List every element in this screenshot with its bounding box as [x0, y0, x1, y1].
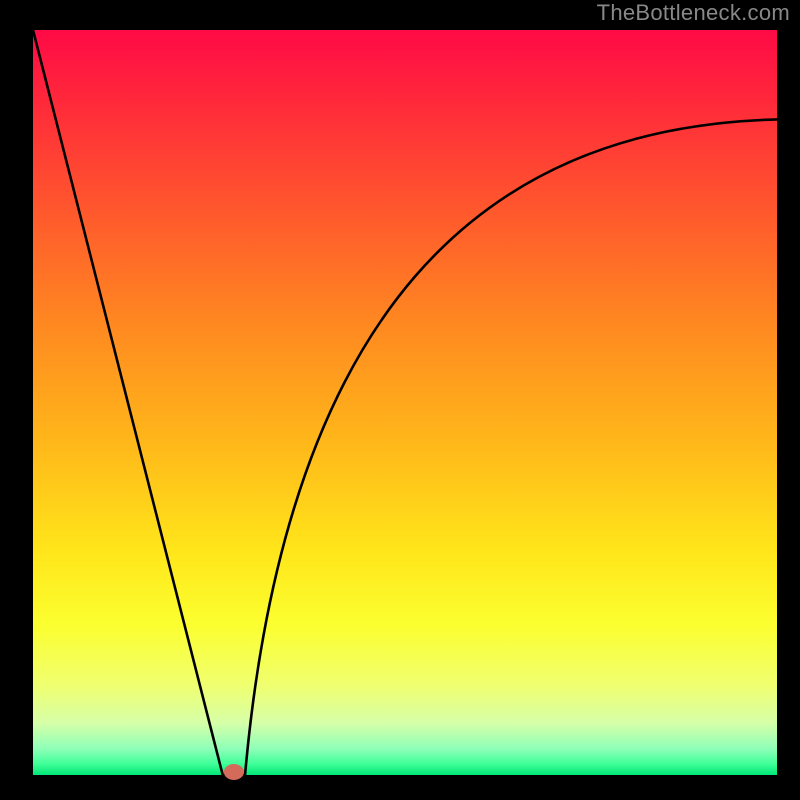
watermark-text: TheBottleneck.com	[597, 0, 790, 26]
plot-gradient-background	[33, 30, 777, 775]
optimal-point-marker	[224, 764, 244, 780]
